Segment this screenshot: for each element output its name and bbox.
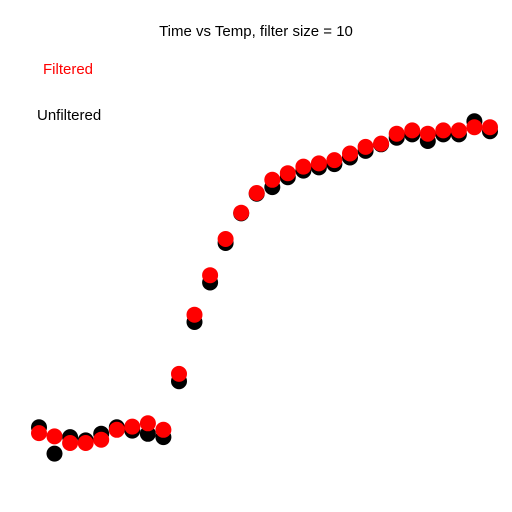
legend-filtered: Filtered	[43, 61, 93, 78]
point-filtered	[388, 125, 405, 142]
point-filtered	[264, 171, 281, 188]
point-filtered	[450, 122, 467, 139]
point-filtered	[217, 231, 234, 247]
point-filtered	[186, 306, 203, 323]
point-filtered	[233, 204, 250, 221]
point-filtered	[310, 155, 327, 172]
point-filtered	[342, 145, 358, 162]
plot-area	[31, 113, 498, 462]
point-filtered	[171, 365, 187, 382]
point-filtered	[62, 435, 79, 451]
point-filtered	[31, 425, 47, 442]
point-filtered	[435, 122, 452, 139]
point-filtered	[202, 267, 219, 284]
point-unfiltered	[46, 445, 63, 462]
point-filtered	[124, 418, 141, 435]
point-filtered	[373, 135, 390, 152]
chart-title: Time vs Temp, filter size = 10	[159, 23, 353, 40]
point-filtered	[77, 435, 94, 451]
point-filtered	[155, 421, 172, 438]
point-filtered	[279, 165, 296, 182]
series-filtered	[31, 119, 498, 451]
point-filtered	[482, 119, 498, 136]
point-filtered	[108, 421, 125, 438]
point-filtered	[46, 428, 63, 445]
point-filtered	[139, 415, 156, 432]
point-filtered	[93, 431, 110, 448]
point-filtered	[326, 152, 343, 169]
legend-unfiltered: Unfiltered	[37, 107, 101, 124]
point-filtered	[466, 119, 483, 136]
point-filtered	[248, 185, 265, 201]
point-filtered	[419, 125, 436, 142]
point-filtered	[404, 122, 421, 139]
series-unfiltered	[31, 113, 498, 462]
point-filtered	[357, 138, 374, 155]
point-filtered	[295, 158, 312, 175]
